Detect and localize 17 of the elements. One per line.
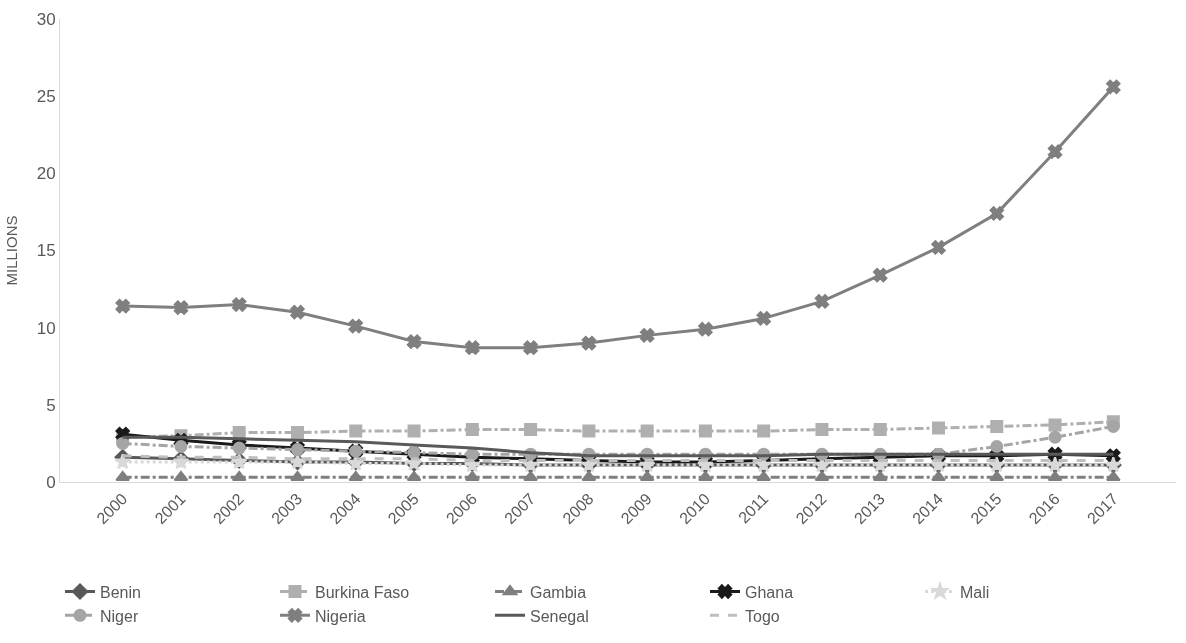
legend-label: Togo bbox=[745, 607, 780, 625]
legend-label: Niger bbox=[100, 607, 139, 625]
legend-label: Ghana bbox=[745, 583, 794, 601]
y-tick-label: 20 bbox=[36, 164, 56, 184]
y-tick-label: 0 bbox=[46, 472, 56, 492]
y-tick-label: 5 bbox=[46, 395, 56, 415]
y-tick-label: 30 bbox=[36, 9, 56, 29]
legend-label: Mali bbox=[960, 583, 990, 601]
legend-label: Gambia bbox=[530, 583, 587, 601]
y-tick-label: 25 bbox=[36, 87, 56, 107]
y-tick-label: 15 bbox=[36, 241, 56, 261]
legend-label: Benin bbox=[100, 583, 141, 601]
legend-label: Senegal bbox=[530, 607, 589, 625]
y-tick-label: 10 bbox=[36, 318, 56, 338]
y-axis-title: MILLIONS bbox=[2, 215, 20, 286]
legend-label: Nigeria bbox=[315, 607, 366, 625]
legend-label: Burkina Faso bbox=[315, 583, 410, 601]
